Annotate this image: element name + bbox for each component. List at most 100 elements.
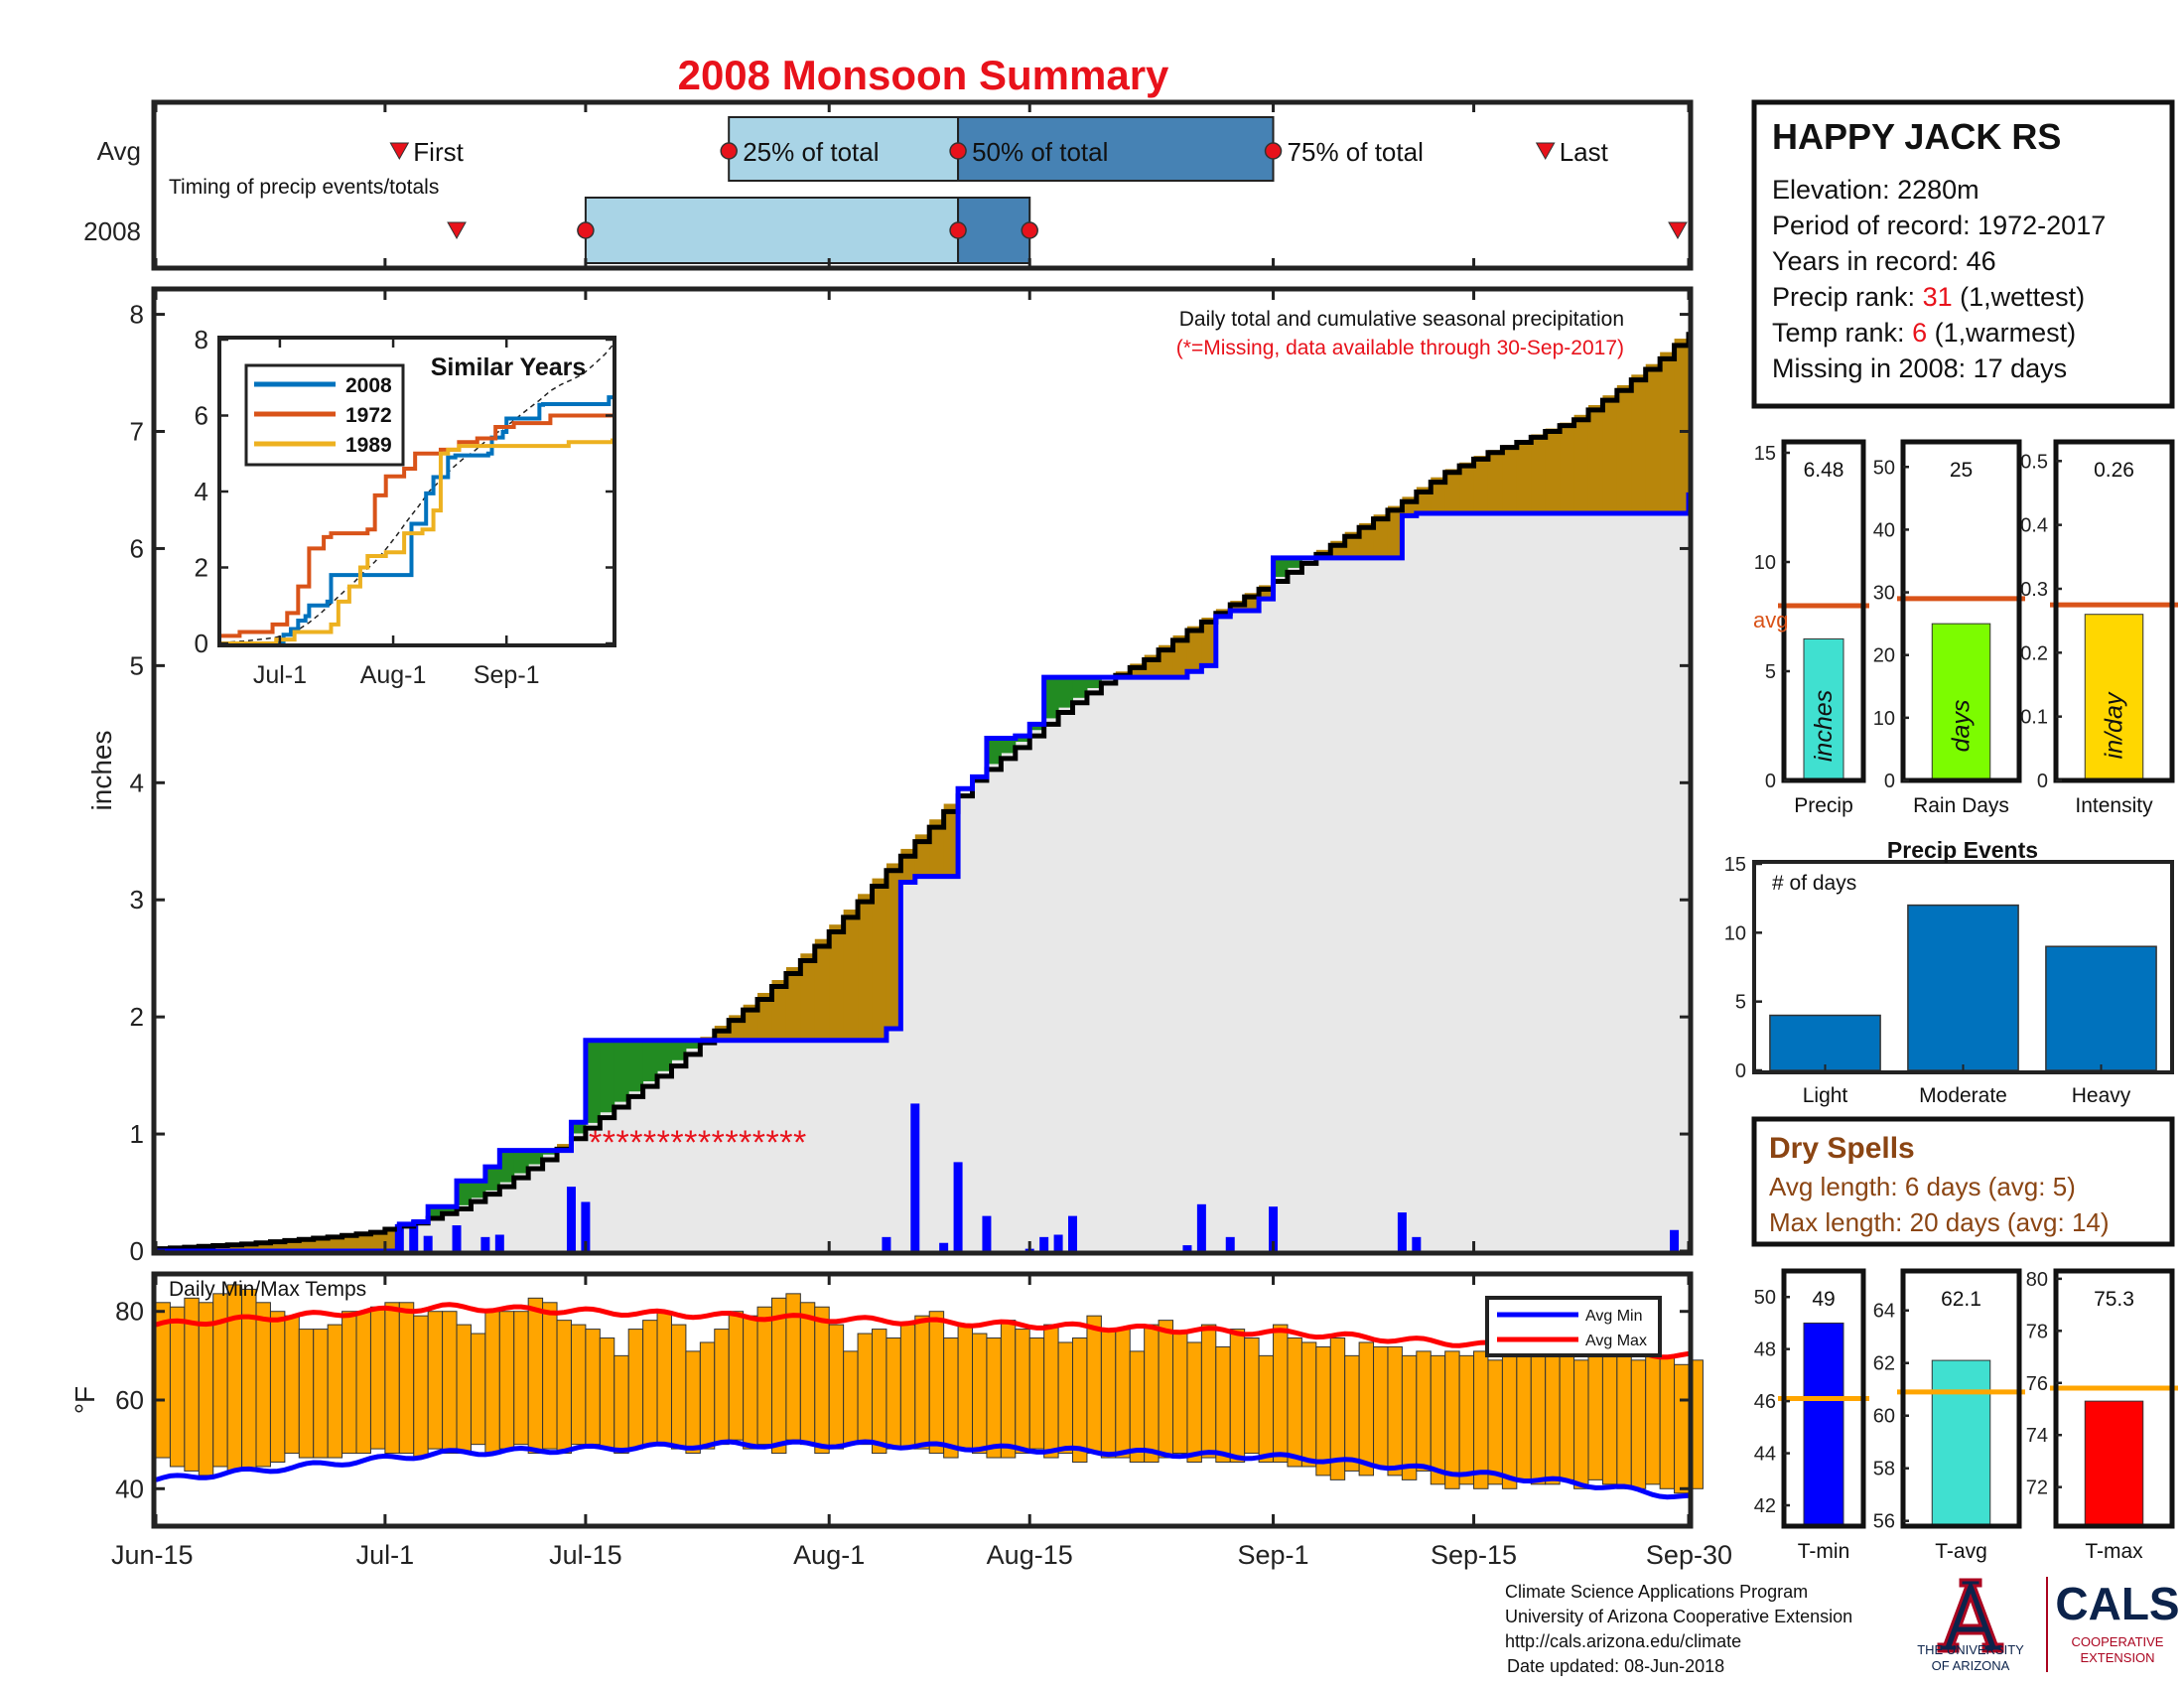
t-min-category-label: T-min — [1798, 1540, 1850, 1563]
temp-range-bar-day-12 — [327, 1324, 343, 1459]
temp-range-bar-day-51 — [886, 1337, 901, 1450]
temp-ylabel: °F — [69, 1386, 100, 1414]
footer-line-1: Climate Science Applications Program — [1505, 1582, 1808, 1602]
temp-range-bar-day-103 — [1630, 1359, 1647, 1489]
temp-range-bar-day-23 — [484, 1311, 500, 1455]
similar-years-inset: 0 2 4 6 8 Jul-1 Aug-1 Sep-1 Similar Years 2008 … — [195, 325, 616, 689]
temp-range-bar-day-47 — [828, 1324, 845, 1450]
departure-fill-day-53 — [914, 834, 930, 877]
timing-50-label: 50% of total — [972, 137, 1108, 167]
t-avg-value-label: 62.1 — [1941, 1288, 1981, 1311]
departure-fill-day-47 — [829, 924, 845, 1041]
departure-fill-day-65 — [1086, 677, 1102, 688]
temp-range-bar-day-50 — [871, 1329, 887, 1455]
intensity-bar — [2084, 614, 2144, 781]
t-max-bar — [2084, 1400, 2144, 1527]
daily-precip-bar-day-29 — [566, 1187, 576, 1251]
temp-range-bar-day-54 — [928, 1311, 945, 1455]
departure-fill-day-45 — [800, 953, 816, 1041]
daily-precip-bar-day-63 — [1053, 1234, 1063, 1251]
departure-fill-day-9 — [284, 1239, 300, 1251]
temp-range-bar-day-19 — [427, 1311, 444, 1450]
temp-range-bar-day-42 — [756, 1306, 772, 1446]
rain-days-panel: 25 days 0 10 20 30 40 50 Rain Days — [1873, 439, 2025, 817]
departure-fill-day-11 — [313, 1237, 329, 1251]
departure-fill-day-86 — [1387, 505, 1403, 558]
rain-days-ytick-label-3: 30 — [1873, 583, 1895, 605]
dry-spells-avg: Avg length: 6 days (avg: 5) — [1769, 1172, 2076, 1201]
inset-series-1989-line — [221, 438, 614, 645]
temp-ytick-label-2: 80 — [115, 1297, 144, 1327]
departure-fill-day-41 — [743, 1004, 758, 1041]
main-xtick-label-6: Sep-15 — [1431, 1540, 1517, 1570]
temp-range-bar-day-27 — [542, 1302, 558, 1450]
cals-line-2: EXTENSION — [2080, 1650, 2154, 1665]
daily-precip-bar-day-23 — [480, 1236, 490, 1251]
main-xtick-label-2: Jul-15 — [549, 1540, 622, 1570]
intensity-panel: 0.26 in/day 0 0.1 0.2 0.3 0.4 0.5 Intensity — [2020, 439, 2178, 817]
daily-precip-bar-day-19 — [423, 1235, 433, 1251]
departure-fill-day-31 — [600, 1040, 615, 1113]
temp-range-bar-day-14 — [355, 1311, 371, 1455]
cals-logo: CALS COOPERATIVE EXTENSION — [2055, 1578, 2179, 1665]
dry-spells-max: Max length: 20 days (avg: 14) — [1769, 1207, 2110, 1237]
departure-fill-day-42 — [757, 992, 772, 1041]
temp-range-bar-day-17 — [398, 1302, 415, 1455]
temp-range-bar-day-84 — [1358, 1341, 1375, 1477]
intensity-value-label: 0.26 — [2094, 459, 2134, 482]
events-ytick-label-2: 10 — [1724, 922, 1746, 944]
temp-range-bar-day-22 — [470, 1333, 486, 1446]
departure-fill-day-96 — [1531, 434, 1547, 514]
t-min-ytick-label-2: 46 — [1754, 1391, 1776, 1413]
temp-range-bar-day-49 — [857, 1333, 873, 1446]
departure-fill-day-13 — [341, 1234, 357, 1251]
temp-range-bar-day-90 — [1444, 1350, 1460, 1489]
departure-fill-day-94 — [1502, 445, 1518, 514]
temp-range-bar-day-99 — [1573, 1359, 1589, 1489]
temp-range-bar-day-60 — [1015, 1329, 1030, 1455]
departure-fill-day-29 — [571, 1122, 587, 1134]
temp-range-bar-day-56 — [957, 1324, 974, 1450]
temp-range-bar-day-67 — [1115, 1329, 1131, 1459]
timing-row-2008-label: 2008 — [83, 216, 141, 246]
main-ytick-label-3: 3 — [130, 885, 144, 914]
station-temp-rank: Temp rank: 6 (1,warmest) — [1772, 318, 2076, 348]
temp-range-bar-day-86 — [1387, 1345, 1403, 1477]
inset-legend: 2008 1972 1989 — [244, 363, 405, 467]
temp-range-bar-day-39 — [714, 1329, 730, 1446]
departure-fill-day-78 — [1273, 557, 1289, 577]
temp-range-bar-day-64 — [1072, 1337, 1088, 1463]
station-period: Period of record: 1972-2017 — [1772, 211, 2106, 240]
missing-asterisks: **************** — [589, 1124, 807, 1162]
temp-range-bar-day-89 — [1430, 1354, 1446, 1485]
events-ytick-label-0: 0 — [1735, 1060, 1746, 1082]
events-bar-heavy — [2045, 945, 2157, 1071]
temp-range-bar-day-29 — [570, 1324, 587, 1446]
footer-line-3: http://cals.arizona.edu/climate — [1505, 1631, 1741, 1651]
observed-cumulative-line — [156, 492, 1692, 1254]
precip-ytick-label-3: 15 — [1754, 443, 1776, 465]
departure-fill-day-97 — [1545, 428, 1561, 514]
temp-range-bar-day-59 — [1000, 1320, 1017, 1459]
departure-fill-day-63 — [1058, 677, 1074, 708]
events-category-label-1: Moderate — [1919, 1084, 2007, 1107]
t-max-ytick-label-2: 76 — [2026, 1373, 2048, 1395]
temp-range-bar-day-105 — [1659, 1354, 1676, 1489]
temp-range-bar-day-31 — [599, 1337, 615, 1450]
departure-fill-day-6 — [241, 1243, 257, 1251]
temp-range-bar-day-25 — [513, 1311, 529, 1446]
precip-value-label: 6.48 — [1804, 459, 1844, 482]
departure-fill-day-92 — [1473, 456, 1489, 514]
departure-fill-day-36 — [671, 1040, 687, 1060]
t-avg-bar — [1931, 1359, 1991, 1527]
timing-panel: First 25% of total 50% of total 75% of tota… — [83, 99, 1694, 271]
main-xtick-label-3: Aug-1 — [793, 1540, 865, 1570]
departure-fill-day-15 — [370, 1230, 386, 1251]
temp-range-bar-day-11 — [313, 1329, 329, 1459]
departure-fill-day-91 — [1459, 462, 1475, 514]
temp-range-bar-day-98 — [1559, 1354, 1575, 1480]
departure-fill-day-102 — [1616, 384, 1632, 514]
departure-fill-day-49 — [858, 894, 873, 1041]
rain-days-category-label: Rain Days — [1913, 794, 2009, 817]
daily-precip-bar-day-88 — [1412, 1236, 1422, 1251]
